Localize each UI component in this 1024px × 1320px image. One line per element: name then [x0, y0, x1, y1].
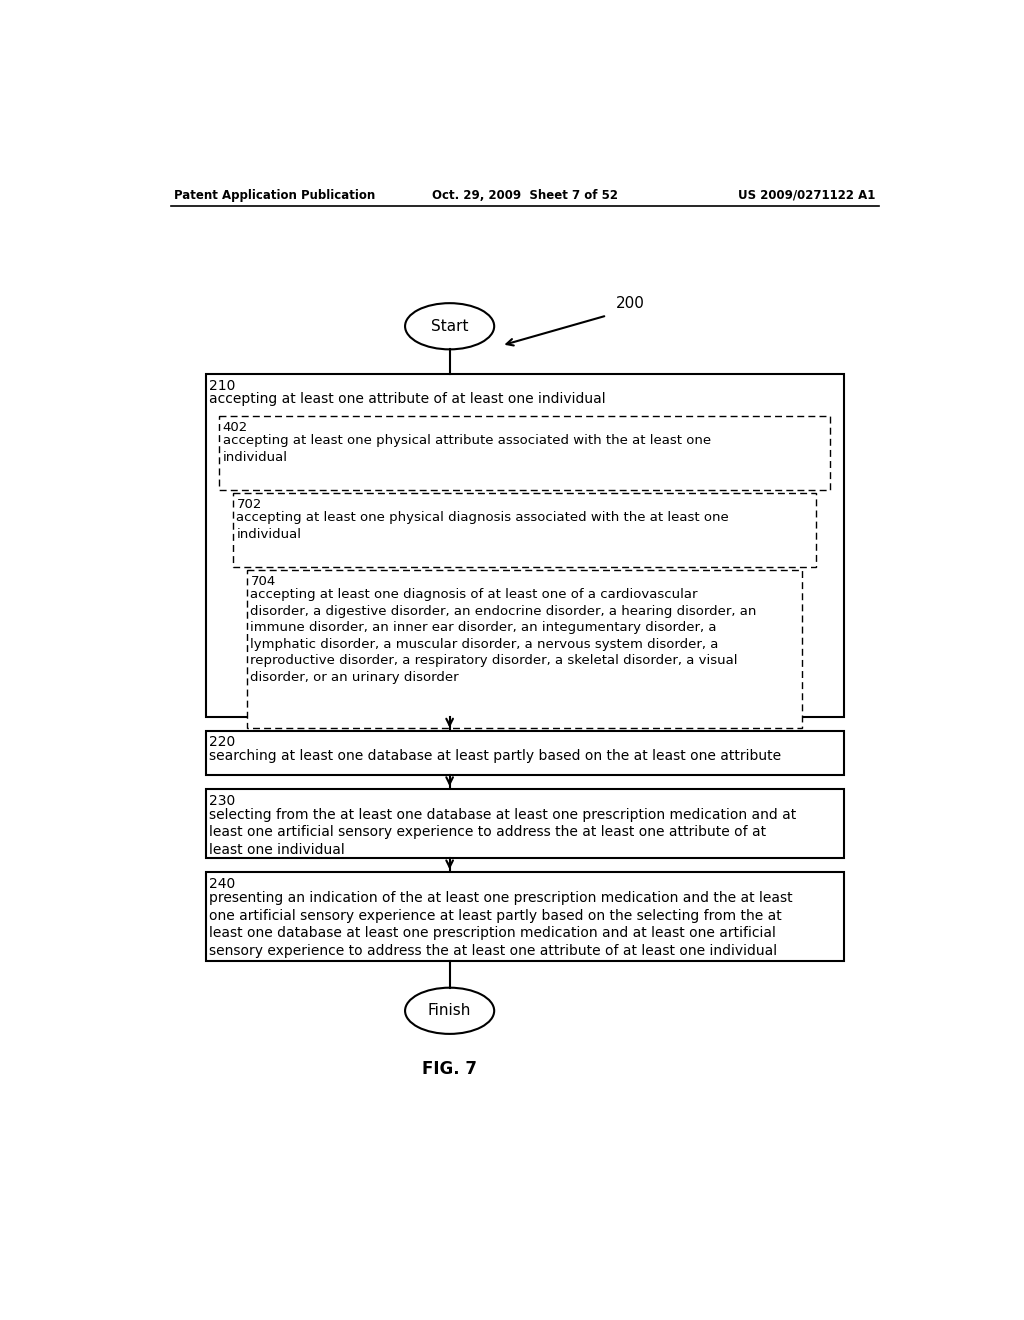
Text: Finish: Finish	[428, 1003, 471, 1018]
Text: selecting from the at least one database at least one prescription medication an: selecting from the at least one database…	[209, 808, 797, 857]
Bar	[206, 730, 844, 775]
Text: US 2009/0271122 A1: US 2009/0271122 A1	[737, 189, 876, 202]
Text: FIG. 7: FIG. 7	[422, 1060, 477, 1077]
Text: searching at least one database at least partly based on the at least one attrib: searching at least one database at least…	[209, 748, 781, 763]
Text: 704: 704	[251, 576, 275, 587]
Text: 220: 220	[209, 735, 236, 750]
Text: 230: 230	[209, 793, 236, 808]
Text: 702: 702	[237, 498, 262, 511]
Bar	[206, 873, 844, 961]
Text: 402: 402	[222, 421, 248, 434]
Text: accepting at least one physical attribute associated with the at least one
indiv: accepting at least one physical attribut…	[222, 434, 711, 463]
Text: Oct. 29, 2009  Sheet 7 of 52: Oct. 29, 2009 Sheet 7 of 52	[432, 189, 617, 202]
Text: Start: Start	[431, 318, 468, 334]
Text: 240: 240	[209, 876, 236, 891]
Text: Patent Application Publication: Patent Application Publication	[174, 189, 376, 202]
Text: accepting at least one diagnosis of at least one of a cardiovascular
disorder, a: accepting at least one diagnosis of at l…	[251, 589, 757, 684]
Bar	[219, 416, 830, 490]
Bar	[206, 789, 844, 858]
Bar	[248, 570, 802, 729]
Text: presenting an indication of the at least one prescription medication and the at : presenting an indication of the at least…	[209, 891, 793, 958]
Ellipse shape	[406, 304, 495, 350]
Text: 210: 210	[209, 379, 236, 392]
Text: accepting at least one attribute of at least one individual: accepting at least one attribute of at l…	[209, 392, 606, 407]
Text: accepting at least one physical diagnosis associated with the at least one
indiv: accepting at least one physical diagnosi…	[237, 511, 729, 541]
Bar	[233, 494, 816, 566]
Text: 200: 200	[616, 296, 645, 310]
Ellipse shape	[406, 987, 495, 1034]
Bar	[206, 374, 844, 717]
